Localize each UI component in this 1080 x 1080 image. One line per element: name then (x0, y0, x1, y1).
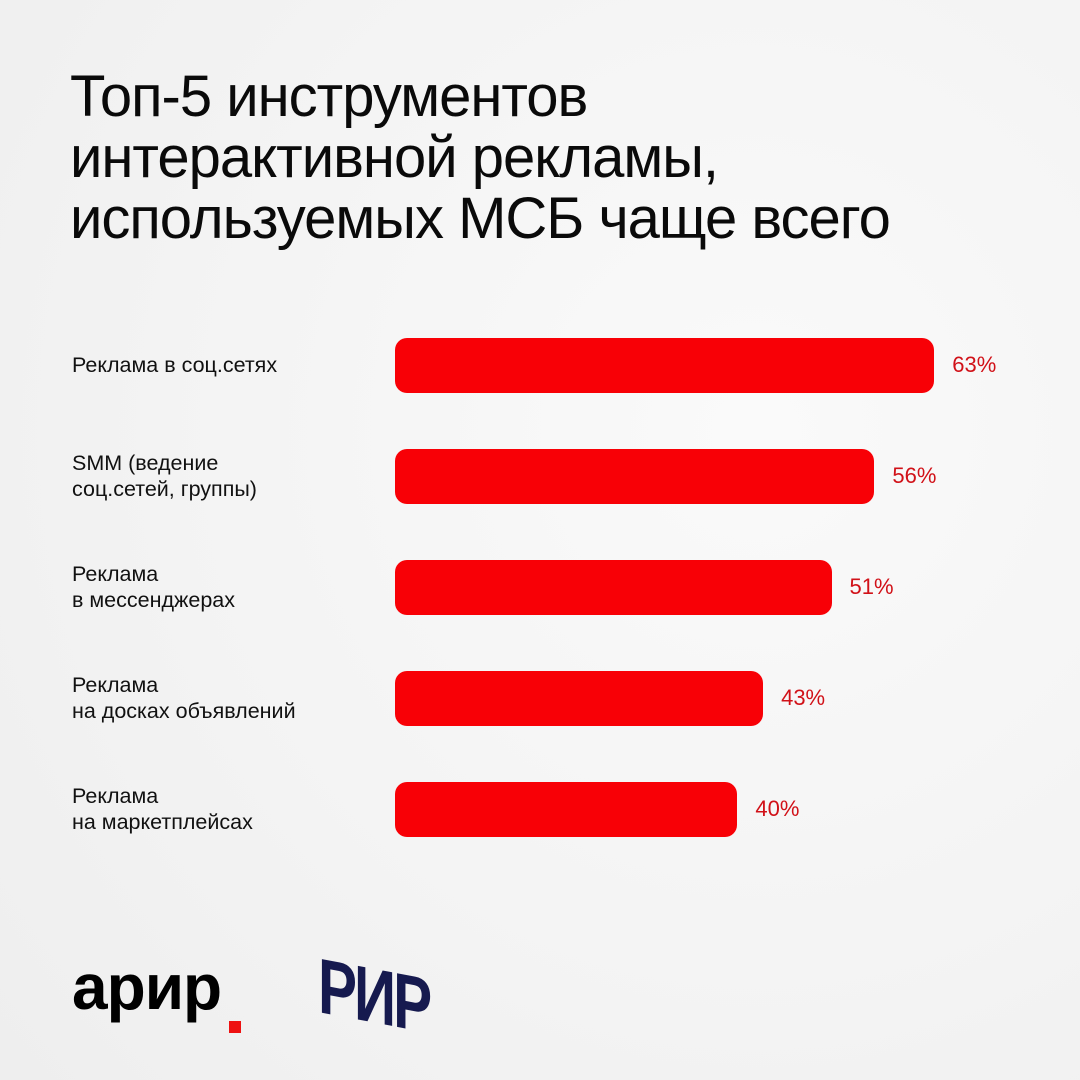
category-label-line: в мессенджерах (72, 588, 236, 612)
category-label-line: Реклама (72, 784, 159, 808)
logo-dot (229, 1021, 241, 1033)
category-label: Реклама в соц.сетях (72, 352, 277, 378)
category-label-line: Реклама (72, 562, 159, 586)
category-label: SMM (ведение соц.сетей, группы) (72, 450, 257, 502)
category-label-line: соц.сетей, группы) (72, 477, 257, 501)
category-label-line: на маркетплейсах (72, 810, 253, 834)
category-label: Реклама на маркетплейсах (72, 783, 253, 835)
value-label: 43% (781, 685, 826, 710)
bar (395, 671, 764, 726)
bar (395, 782, 738, 837)
category-label-line: SMM (ведение (72, 451, 219, 475)
bar (395, 338, 935, 393)
category-label-line: на досках объявлений (72, 699, 296, 723)
title-line: используемых МСБ чаще всего (70, 186, 891, 251)
chart-title: Топ-5 инструментов интерактивной рекламы… (70, 66, 1050, 249)
arir-logo-text: арир (72, 951, 222, 1023)
category-label-line: Реклама (72, 673, 159, 697)
title-line: Топ-5 инструментов (70, 64, 588, 129)
bar (395, 560, 832, 615)
arir-logo: арир (72, 950, 241, 1033)
value-label: 63% (952, 352, 997, 377)
category-label: Реклама в мессенджерах (72, 561, 235, 613)
bar (395, 449, 875, 504)
category-label: Реклама на досках объявлений (72, 672, 296, 724)
value-label: 56% (892, 463, 937, 488)
value-label: 51% (849, 574, 894, 599)
category-label-line: Реклама в соц.сетях (72, 353, 278, 377)
value-label: 40% (755, 796, 800, 821)
title-line: интерактивной рекламы, (70, 125, 719, 190)
